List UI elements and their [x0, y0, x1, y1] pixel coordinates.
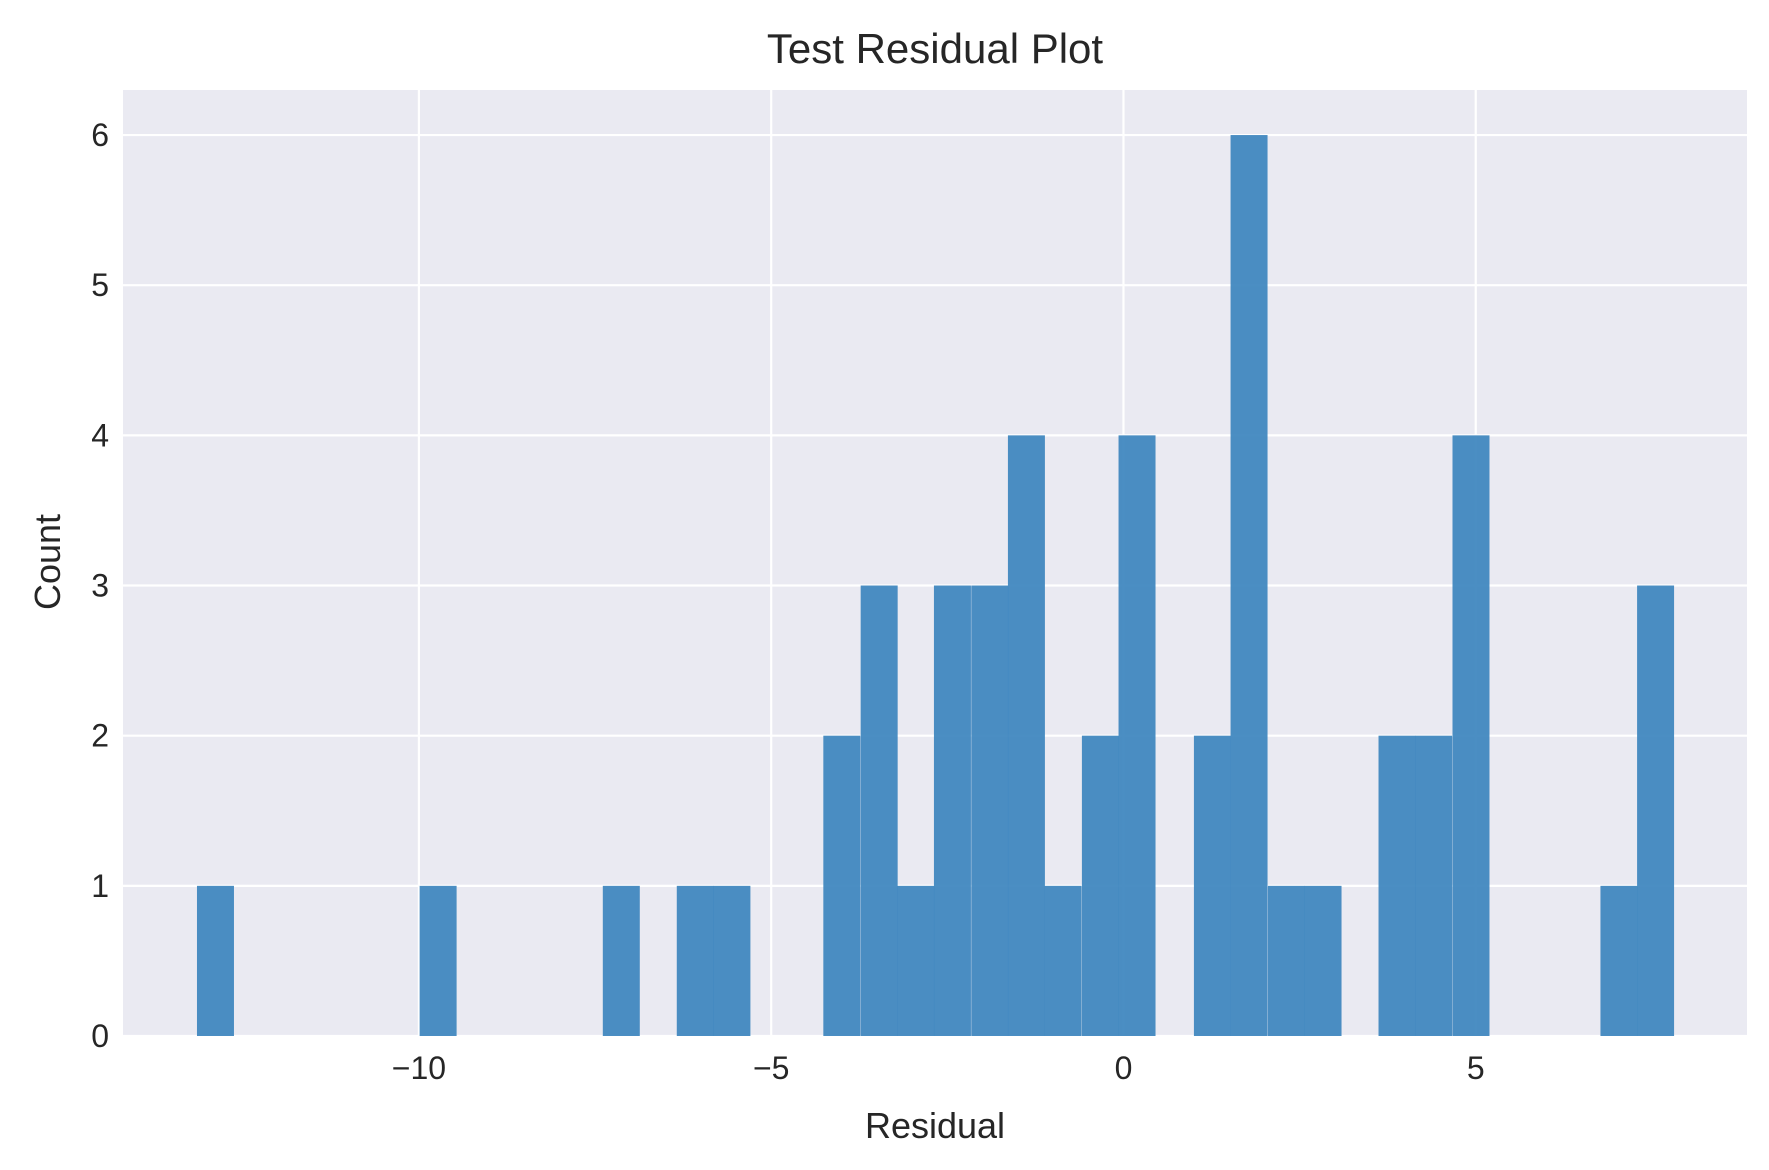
y-tick-label: 6: [91, 117, 109, 153]
histogram-bar: [1118, 435, 1156, 1036]
histogram-bar: [676, 885, 714, 1036]
y-tick-label: 3: [91, 568, 109, 604]
histogram-bar: [971, 585, 1009, 1036]
histogram-bar: [1304, 885, 1342, 1036]
histogram-bar: [1230, 135, 1268, 1037]
y-axis-ticks: 0 1 2 3 4 5 6: [91, 117, 109, 1054]
histogram-bar: [933, 585, 971, 1036]
y-tick-label: 4: [91, 417, 109, 453]
histogram-bar: [897, 885, 935, 1036]
histogram-bar: [1193, 735, 1231, 1036]
y-tick-label: 1: [91, 868, 109, 904]
histogram-bar: [1600, 885, 1638, 1036]
x-axis-ticks: −10 −5 0 5: [392, 1050, 1485, 1086]
y-tick-label: 0: [91, 1018, 109, 1054]
histogram-bar: [823, 735, 861, 1036]
x-tick-label: 0: [1115, 1050, 1133, 1086]
histogram-bar: [713, 885, 751, 1036]
x-tick-label: 5: [1467, 1050, 1485, 1086]
y-tick-label: 2: [91, 718, 109, 754]
histogram-bars: [196, 135, 1675, 1037]
y-tick-label: 5: [91, 267, 109, 303]
histogram-bar: [419, 885, 457, 1036]
histogram-bar: [1378, 735, 1416, 1036]
histogram-bar: [860, 585, 898, 1036]
y-axis-label: Count: [27, 514, 68, 610]
histogram-bar: [1452, 435, 1490, 1036]
histogram-bar: [602, 885, 640, 1036]
histogram-bar: [1081, 735, 1119, 1036]
x-tick-label: −10: [392, 1050, 446, 1086]
histogram-bar: [196, 885, 234, 1036]
histogram-bar: [1637, 585, 1675, 1036]
histogram-bar: [1267, 885, 1305, 1036]
x-axis-label: Residual: [865, 1105, 1005, 1146]
histogram-bar: [1044, 885, 1082, 1036]
x-tick-label: −5: [753, 1050, 789, 1086]
chart-title: Test Residual Plot: [767, 25, 1103, 72]
histogram-bar: [1007, 435, 1045, 1036]
histogram-bar: [1415, 735, 1453, 1036]
